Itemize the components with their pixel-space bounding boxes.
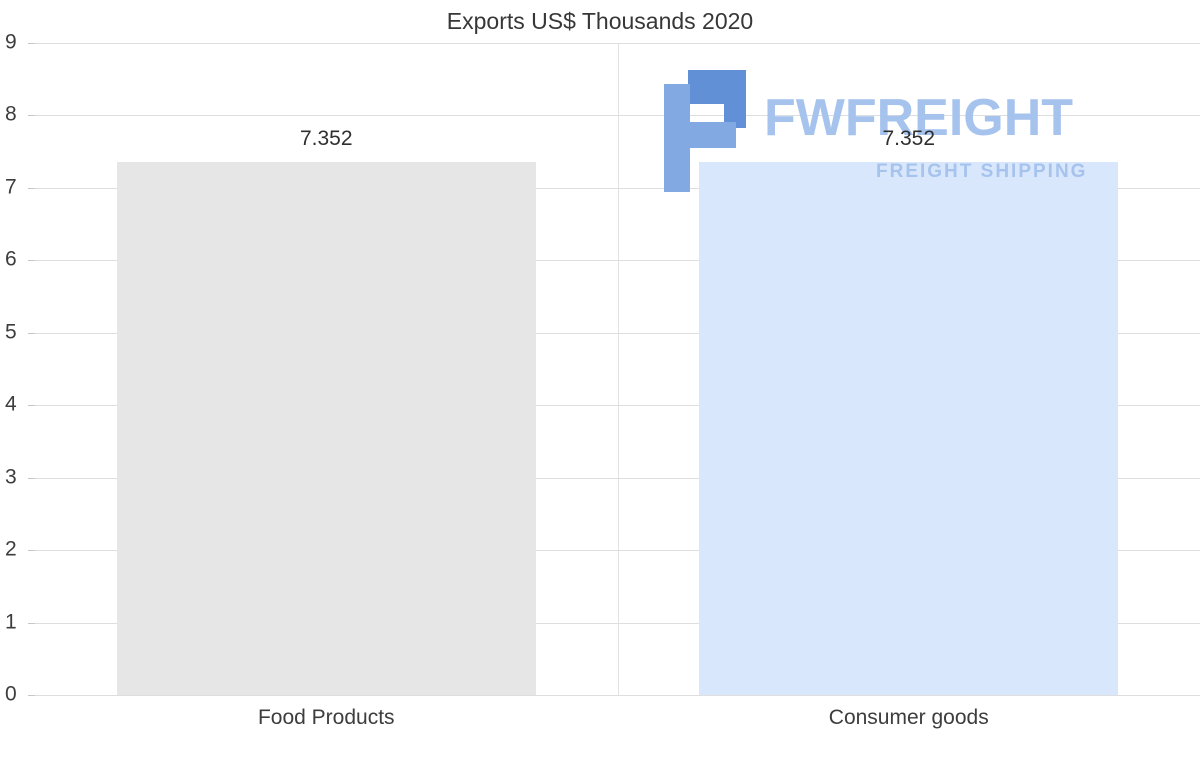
plot-area: 7.352 7.352 (35, 43, 1200, 696)
gridline (35, 695, 1200, 696)
y-tick-mark (28, 115, 35, 117)
y-tick-mark (28, 187, 35, 189)
x-category-label: Consumer goods (828, 706, 989, 729)
y-tick-mark (28, 43, 35, 44)
y-tick-label: 8 (5, 102, 17, 126)
y-tick-label: 9 (5, 30, 17, 54)
y-tick-mark (28, 477, 35, 479)
bar-food-products[interactable] (116, 162, 536, 695)
x-category-label: Food Products (257, 706, 395, 729)
chart-title: Exports US$ Thousands 2020 (446, 8, 754, 34)
y-tick-mark (28, 695, 35, 696)
y-tick-label: 5 (5, 320, 17, 344)
y-tick-label: 2 (5, 537, 17, 561)
y-tick-label: 7 (5, 175, 17, 199)
y-tick-mark (28, 405, 35, 407)
y-tick-mark (28, 622, 35, 624)
category-divider (617, 43, 619, 695)
bar-value-label: 7.352 (299, 127, 353, 151)
y-tick-mark (28, 332, 35, 334)
y-tick-mark (28, 260, 35, 262)
y-tick-label: 1 (5, 610, 17, 634)
y-tick-mark (28, 550, 35, 552)
bar-value-label: 7.352 (882, 127, 936, 151)
y-tick-label: 4 (5, 392, 17, 416)
y-tick-label: 3 (5, 465, 17, 489)
y-tick-label: 0 (5, 682, 17, 706)
bar-consumer-goods[interactable] (699, 162, 1119, 695)
y-tick-label: 6 (5, 247, 17, 271)
